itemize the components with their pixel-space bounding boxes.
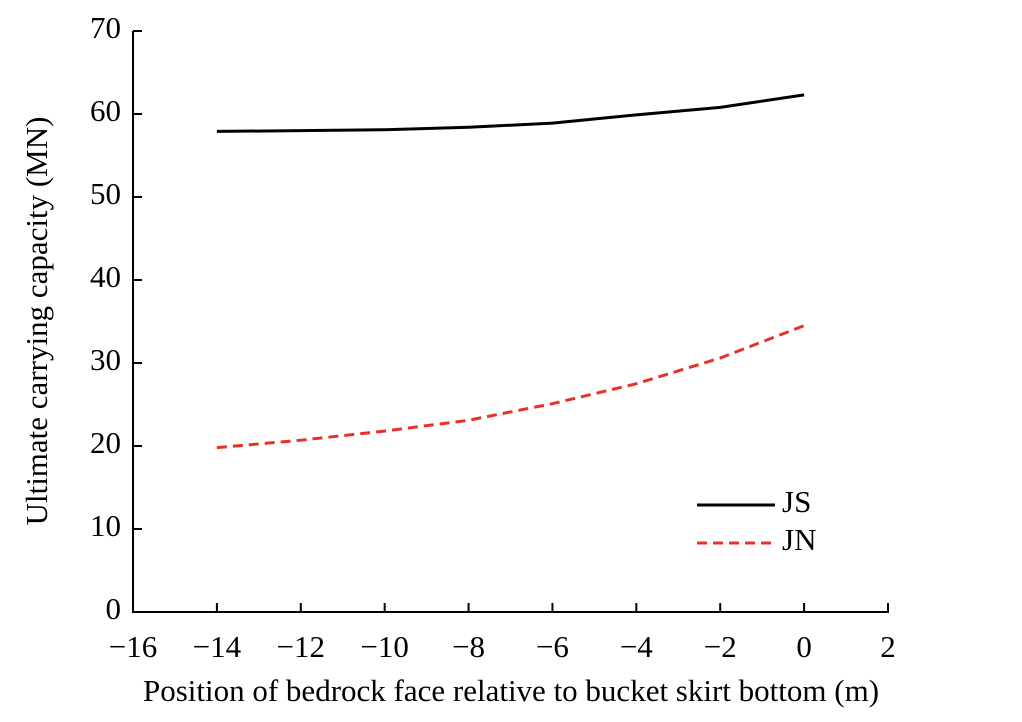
y-tick-label: 50 xyxy=(90,176,121,211)
legend-label: JS xyxy=(782,484,811,519)
y-tick-label: 0 xyxy=(106,591,122,626)
x-tick-label: 2 xyxy=(880,629,896,664)
x-tick-label: −16 xyxy=(109,629,157,664)
y-tick-label: 30 xyxy=(90,342,121,377)
series-line xyxy=(216,93,805,133)
x-tick-label: 0 xyxy=(796,629,812,664)
x-tick-label: −10 xyxy=(360,629,408,664)
x-tick-label: −6 xyxy=(536,629,569,664)
y-tick-label: 70 xyxy=(90,10,121,45)
y-axis-label: Ultimate carrying capacity (MN) xyxy=(19,117,54,526)
x-tick-label: −12 xyxy=(277,629,325,664)
y-tick-label: 60 xyxy=(90,93,121,128)
x-tick-label: −4 xyxy=(620,629,653,664)
series-line xyxy=(216,324,805,450)
y-tick-label: 20 xyxy=(90,425,121,460)
y-tick-label: 10 xyxy=(90,508,121,543)
legend-label: JN xyxy=(782,522,816,557)
y-tick-label: 40 xyxy=(90,259,121,294)
x-axis-label: Position of bedrock face relative to buc… xyxy=(143,673,879,708)
x-tick-label: −14 xyxy=(193,629,242,664)
x-tick-label: −8 xyxy=(452,629,485,664)
x-tick-label: −2 xyxy=(704,629,737,664)
